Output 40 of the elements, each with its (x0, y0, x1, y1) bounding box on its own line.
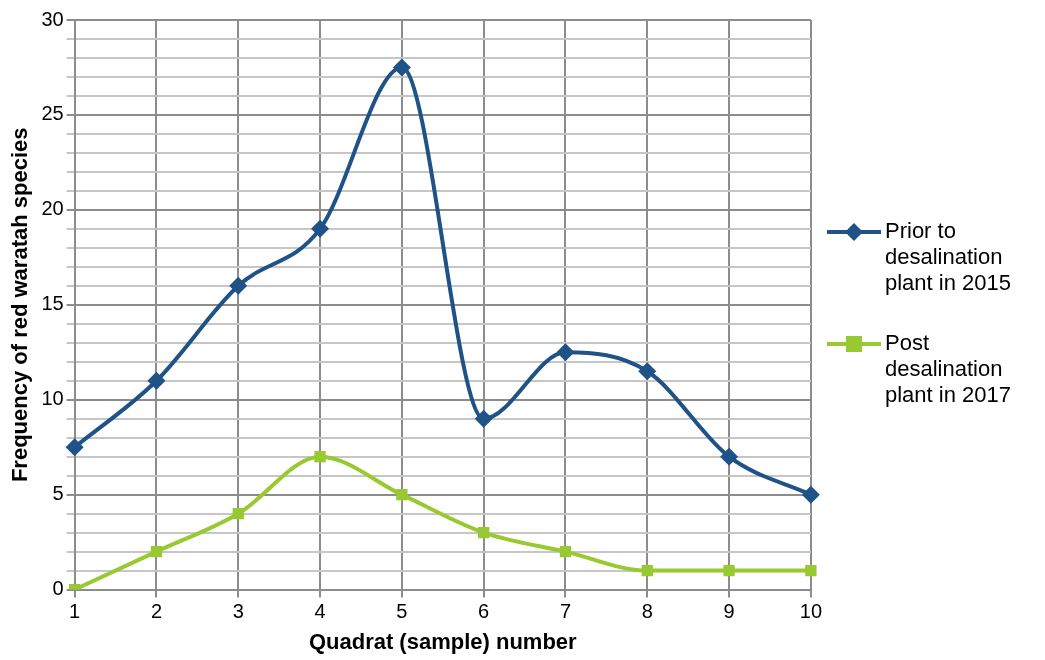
point (723, 564, 735, 577)
point (147, 371, 166, 390)
x-tick-label: 2 (150, 600, 163, 623)
y-tick-label: 25 (41, 102, 64, 125)
point (720, 447, 739, 466)
y-axis-title: Frequency of red waratah species (7, 127, 33, 483)
y-tick-label: 15 (41, 292, 64, 315)
point (474, 409, 493, 428)
legend-label: Prior to desalination plant in 2015 (885, 218, 1012, 296)
point (311, 219, 330, 238)
point (478, 526, 490, 539)
x-tick-label: 4 (314, 600, 326, 623)
point (314, 451, 326, 463)
point (396, 489, 408, 501)
x-tick-label: 9 (723, 600, 735, 623)
x-tick-label: 10 (799, 600, 822, 623)
y-tick-label: 5 (52, 482, 64, 505)
point (65, 438, 84, 457)
y-tick-label: 20 (41, 197, 64, 220)
x-tick-label: 8 (641, 600, 653, 623)
x-axis-title: Quadrat (sample) number (308, 628, 578, 654)
y-tick-label: 10 (41, 387, 64, 410)
x-tick-label: 5 (396, 600, 408, 623)
x-tick-label: 1 (69, 600, 81, 623)
x-tick-label: 3 (232, 600, 244, 623)
point (392, 58, 411, 77)
point (641, 564, 653, 577)
legend-label: Post desalination plant in 2017 (885, 330, 1012, 408)
point (638, 362, 657, 381)
point (229, 276, 248, 295)
point (150, 545, 163, 558)
x-tick-label: 7 (559, 600, 572, 623)
point (805, 564, 817, 577)
x-tick-label: 6 (478, 600, 490, 623)
point (232, 508, 244, 520)
point (556, 343, 575, 362)
y-tick-label: 30 (41, 7, 64, 30)
point (559, 545, 572, 558)
y-tick-label: 0 (52, 577, 64, 600)
point (801, 485, 820, 504)
